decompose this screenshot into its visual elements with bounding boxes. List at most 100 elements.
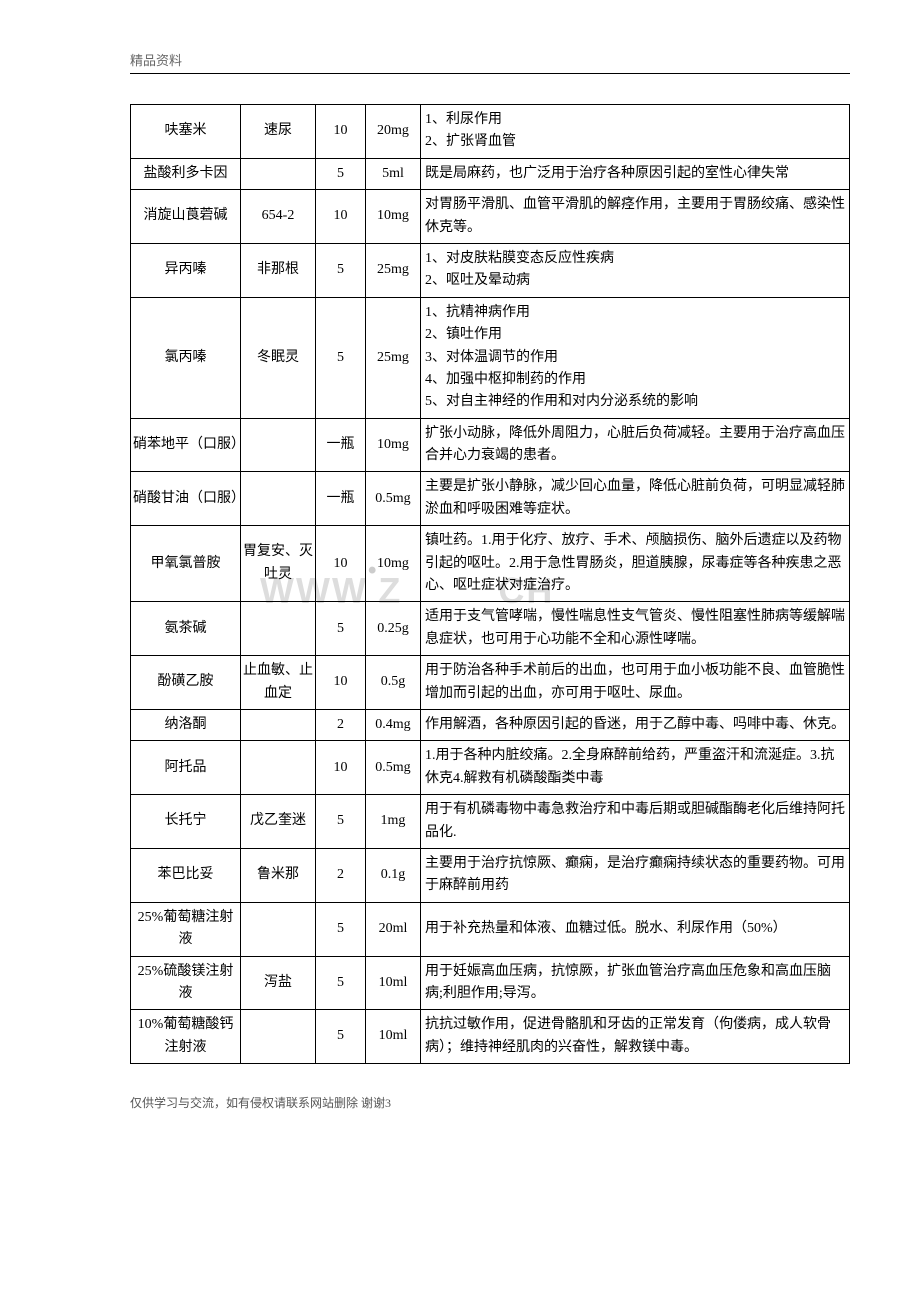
drug-name-cell: 25%葡萄糖注射液 [131, 902, 241, 956]
desc-cell: 用于防治各种手术前后的出血，也可用于血小板功能不良、血管脆性增加而引起的出血，亦… [421, 656, 850, 710]
table-row: 苯巴比妥鲁米那20.1g主要用于治疗抗惊厥、癫痫，是治疗癫痫持续状态的重要药物。… [131, 848, 850, 902]
desc-cell: 主要是扩张小静脉，减少回心血量，降低心脏前负荷，可明显减轻肺淤血和呼吸困难等症状… [421, 472, 850, 526]
qty-cell: 10 [316, 190, 366, 244]
spec-cell: 10mg [366, 418, 421, 472]
alias-cell: 戊乙奎迷 [241, 795, 316, 849]
qty-cell: 5 [316, 902, 366, 956]
alias-cell: 胃复安、灭吐灵 [241, 526, 316, 602]
header-divider [130, 73, 850, 74]
drug-name-cell: 消旋山莨菪碱 [131, 190, 241, 244]
drug-name-cell: 纳洛酮 [131, 709, 241, 740]
qty-cell: 一瓶 [316, 418, 366, 472]
spec-cell: 0.25g [366, 602, 421, 656]
table-row: 25%硫酸镁注射液泻盐510ml用于妊娠高血压病，抗惊厥，扩张血管治疗高血压危象… [131, 956, 850, 1010]
drug-table: 呋塞米速尿1020mg1、利尿作用 2、扩张肾血管盐酸利多卡因55ml既是局麻药… [130, 104, 850, 1064]
desc-cell: 作用解酒，各种原因引起的昏迷，用于乙醇中毒、吗啡中毒、休克。 [421, 709, 850, 740]
footer-text: 仅供学习与交流，如有侵权请联系网站删除 谢谢3 [130, 1094, 850, 1111]
spec-cell: 20ml [366, 902, 421, 956]
drug-name-cell: 盐酸利多卡因 [131, 158, 241, 189]
qty-cell: 10 [316, 656, 366, 710]
desc-cell: 扩张小动脉，降低外周阻力，心脏后负荷减轻。主要用于治疗高血压合并心力衰竭的患者。 [421, 418, 850, 472]
alias-cell [241, 418, 316, 472]
qty-cell: 5 [316, 243, 366, 297]
drug-name-cell: 25%硫酸镁注射液 [131, 956, 241, 1010]
spec-cell: 10mg [366, 190, 421, 244]
table-row: 盐酸利多卡因 55ml既是局麻药，也广泛用于治疗各种原因引起的室性心律失常 [131, 158, 850, 189]
desc-cell: 镇吐药。1.用于化疗、放疗、手术、颅脑损伤、脑外后遗症以及药物引起的呕吐。2.用… [421, 526, 850, 602]
spec-cell: 25mg [366, 297, 421, 418]
spec-cell: 20mg [366, 105, 421, 159]
desc-cell: 对胃肠平滑肌、血管平滑肌的解痉作用，主要用于胃肠绞痛、感染性休克等。 [421, 190, 850, 244]
qty-cell: 10 [316, 105, 366, 159]
spec-cell: 25mg [366, 243, 421, 297]
alias-cell [241, 472, 316, 526]
drug-name-cell: 甲氧氯普胺 [131, 526, 241, 602]
spec-cell: 0.1g [366, 848, 421, 902]
desc-cell: 主要用于治疗抗惊厥、癫痫，是治疗癫痫持续状态的重要药物。可用于麻醉前用药 [421, 848, 850, 902]
drug-name-cell: 异丙嗪 [131, 243, 241, 297]
spec-cell: 0.5mg [366, 741, 421, 795]
alias-cell [241, 902, 316, 956]
drug-name-cell: 呋塞米 [131, 105, 241, 159]
table-row: 硝酸甘油（口服） 一瓶0.5mg主要是扩张小静脉，减少回心血量，降低心脏前负荷，可… [131, 472, 850, 526]
qty-cell: 5 [316, 795, 366, 849]
drug-name-cell: 硝苯地平（口服） [131, 418, 241, 472]
alias-cell: 止血敏、止血定 [241, 656, 316, 710]
header-label: 精品资料 [130, 50, 850, 69]
qty-cell: 5 [316, 1010, 366, 1064]
alias-cell [241, 1010, 316, 1064]
alias-cell: 鲁米那 [241, 848, 316, 902]
table-row: 硝苯地平（口服） 一瓶10mg扩张小动脉，降低外周阻力，心脏后负荷减轻。主要用于治… [131, 418, 850, 472]
alias-cell: 654-2 [241, 190, 316, 244]
alias-cell: 泻盐 [241, 956, 316, 1010]
desc-cell: 用于有机磷毒物中毒急救治疗和中毒后期或胆碱酯酶老化后维持阿托品化. [421, 795, 850, 849]
drug-name-cell: 硝酸甘油（口服） [131, 472, 241, 526]
table-row: 呋塞米速尿1020mg1、利尿作用 2、扩张肾血管 [131, 105, 850, 159]
table-row: 消旋山莨菪碱654-21010mg对胃肠平滑肌、血管平滑肌的解痉作用，主要用于胃… [131, 190, 850, 244]
alias-cell: 冬眠灵 [241, 297, 316, 418]
spec-cell: 0.5g [366, 656, 421, 710]
alias-cell [241, 602, 316, 656]
desc-cell: 1、对皮肤粘膜变态反应性疾病 2、呕吐及晕动病 [421, 243, 850, 297]
drug-name-cell: 长托宁 [131, 795, 241, 849]
spec-cell: 0.5mg [366, 472, 421, 526]
table-row: 异丙嗪非那根525mg1、对皮肤粘膜变态反应性疾病 2、呕吐及晕动病 [131, 243, 850, 297]
spec-cell: 0.4mg [366, 709, 421, 740]
table-row: 长托宁戊乙奎迷51mg用于有机磷毒物中毒急救治疗和中毒后期或胆碱酯酶老化后维持阿… [131, 795, 850, 849]
drug-name-cell: 10%葡萄糖酸钙注射液 [131, 1010, 241, 1064]
alias-cell [241, 741, 316, 795]
drug-name-cell: 氯丙嗪 [131, 297, 241, 418]
qty-cell: 5 [316, 956, 366, 1010]
spec-cell: 1mg [366, 795, 421, 849]
desc-cell: 1、抗精神病作用 2、镇吐作用 3、对体温调节的作用 4、加强中枢抑制药的作用 … [421, 297, 850, 418]
desc-cell: 用于补充热量和体液、血糖过低。脱水、利尿作用（50%） [421, 902, 850, 956]
qty-cell: 5 [316, 602, 366, 656]
alias-cell: 速尿 [241, 105, 316, 159]
drug-name-cell: 苯巴比妥 [131, 848, 241, 902]
spec-cell: 10ml [366, 1010, 421, 1064]
qty-cell: 10 [316, 526, 366, 602]
desc-cell: 既是局麻药，也广泛用于治疗各种原因引起的室性心律失常 [421, 158, 850, 189]
desc-cell: 用于妊娠高血压病，抗惊厥，扩张血管治疗高血压危象和高血压脑病;利胆作用;导泻。 [421, 956, 850, 1010]
alias-cell [241, 158, 316, 189]
alias-cell [241, 709, 316, 740]
table-row: 纳洛酮 20.4mg作用解酒，各种原因引起的昏迷，用于乙醇中毒、吗啡中毒、休克。 [131, 709, 850, 740]
table-row: 酚磺乙胺止血敏、止血定100.5g用于防治各种手术前后的出血，也可用于血小板功能… [131, 656, 850, 710]
table-row: 甲氧氯普胺胃复安、灭吐灵1010mg镇吐药。1.用于化疗、放疗、手术、颅脑损伤、… [131, 526, 850, 602]
qty-cell: 2 [316, 848, 366, 902]
desc-cell: 1、利尿作用 2、扩张肾血管 [421, 105, 850, 159]
table-row: 10%葡萄糖酸钙注射液 510ml抗抗过敏作用，促进骨骼肌和牙齿的正常发育（佝偻病… [131, 1010, 850, 1064]
spec-cell: 10mg [366, 526, 421, 602]
drug-name-cell: 氨茶碱 [131, 602, 241, 656]
desc-cell: 抗抗过敏作用，促进骨骼肌和牙齿的正常发育（佝偻病，成人软骨病）；维持神经肌肉的兴… [421, 1010, 850, 1064]
spec-cell: 5ml [366, 158, 421, 189]
qty-cell: 5 [316, 158, 366, 189]
spec-cell: 10ml [366, 956, 421, 1010]
desc-cell: 1.用于各种内脏绞痛。2.全身麻醉前给药，严重盗汗和流涎症。3.抗休克4.解救有… [421, 741, 850, 795]
qty-cell: 一瓶 [316, 472, 366, 526]
qty-cell: 5 [316, 297, 366, 418]
table-row: 氯丙嗪冬眠灵525mg1、抗精神病作用 2、镇吐作用 3、对体温调节的作用 4、… [131, 297, 850, 418]
qty-cell: 2 [316, 709, 366, 740]
table-row: 氨茶碱 50.25g适用于支气管哮喘，慢性喘息性支气管炎、慢性阻塞性肺病等缓解喘息… [131, 602, 850, 656]
desc-cell: 适用于支气管哮喘，慢性喘息性支气管炎、慢性阻塞性肺病等缓解喘息症状，也可用于心功… [421, 602, 850, 656]
